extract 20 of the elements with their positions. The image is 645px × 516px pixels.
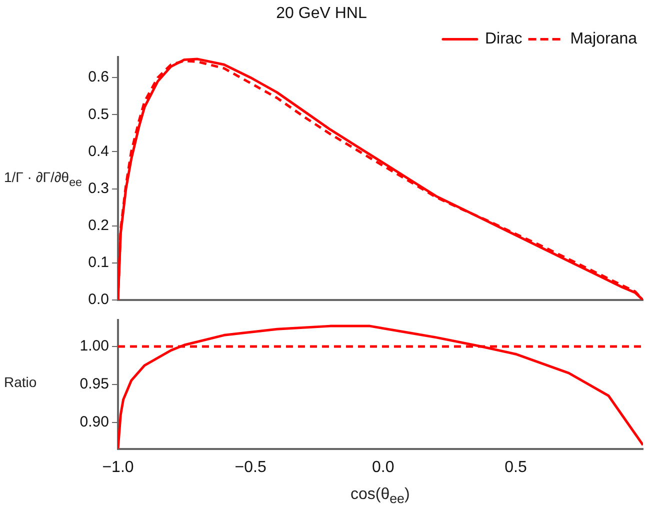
y-tick-label: 1.00 [80, 338, 109, 355]
y-tick-label: 0.2 [88, 217, 109, 234]
y-axis-title: Ratio [4, 374, 37, 390]
y-tick-label: 0.4 [88, 142, 109, 160]
y-tick-label: 0.3 [88, 180, 109, 197]
y-tick-label: 0.6 [88, 68, 109, 86]
x-tick-label: 0.0 [372, 458, 394, 476]
x-tick-label: −1.0 [102, 458, 134, 476]
x-tick-label: 0.5 [504, 458, 527, 476]
y-axis-title: 1/Γ · ∂Γ/∂θ$_{ee}$ [4, 168, 82, 188]
x-axis-title: cos(θ$_{ee}$) [350, 486, 410, 506]
y-tick-label: 0.0 [88, 291, 109, 308]
legend-label: Majorana [570, 30, 638, 48]
y-tick-label: 0.95 [80, 376, 109, 393]
x-tick-label: −0.5 [234, 458, 266, 476]
y-tick-label: 0.5 [88, 106, 109, 123]
y-tick-label: 0.90 [80, 413, 109, 430]
y-tick-label: 0.1 [88, 254, 109, 272]
legend-label: Dirac [484, 30, 522, 48]
chart-title: 20 GeV HNL [276, 5, 367, 22]
